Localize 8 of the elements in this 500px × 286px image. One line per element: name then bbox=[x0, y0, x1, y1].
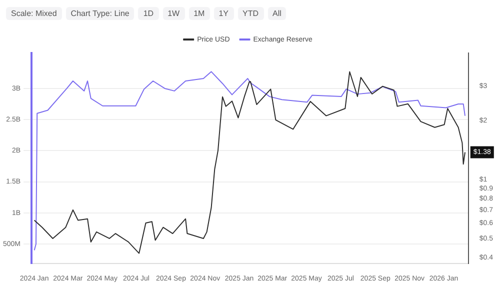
text: YTD bbox=[238, 6, 264, 20]
text: All bbox=[268, 6, 286, 20]
text: 1W bbox=[162, 6, 185, 20]
text: 1M bbox=[188, 6, 210, 20]
text: Scale: Mixed bbox=[6, 6, 62, 20]
text: 1D bbox=[138, 6, 159, 20]
text: Chart Type: Line bbox=[66, 6, 134, 20]
text: 1Y bbox=[214, 6, 234, 20]
